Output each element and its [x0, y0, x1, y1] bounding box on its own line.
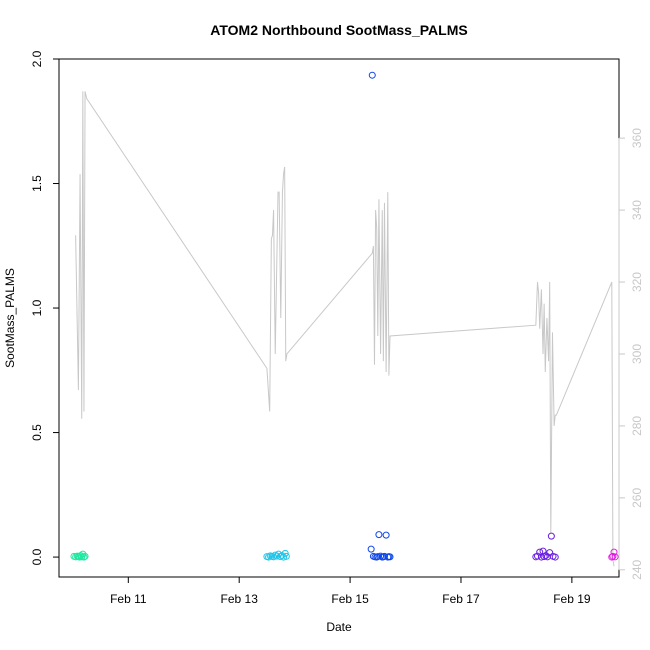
data-point: [281, 549, 289, 557]
data-point: [368, 71, 376, 79]
y-tick-label: 1.0: [30, 299, 44, 316]
data-point: [386, 553, 394, 561]
right-tick-label: 320: [630, 272, 644, 292]
y-axis: 0.0 0.5 1.0 1.5 2.0: [30, 50, 60, 565]
x-axis-label: Date: [326, 620, 352, 634]
data-point: [81, 552, 89, 560]
chart-title: ATOM2 Northbound SootMass_PALMS: [210, 22, 467, 38]
plot-frame: [58, 58, 620, 578]
x-axis: Feb 11 Feb 13 Feb 15 Feb 17 Feb 19: [110, 576, 591, 606]
right-axis: 240 260 280 300 320 340 360: [618, 128, 644, 580]
data-point: [611, 553, 619, 561]
data-point: [273, 552, 281, 560]
right-tick-label: 340: [630, 200, 644, 220]
data-point: [79, 550, 87, 558]
data-point: [280, 553, 288, 561]
data-point: [540, 553, 548, 561]
x-tick-label: Feb 11: [110, 592, 147, 606]
x-tick-label: Feb 17: [442, 592, 480, 606]
data-point: [271, 551, 279, 559]
data-point: [382, 531, 390, 539]
y-tick-label: 1.5: [30, 175, 44, 192]
data-point: [375, 531, 383, 539]
points-layer: [70, 71, 619, 561]
right-tick-label: 280: [630, 416, 644, 436]
data-point: [547, 532, 555, 540]
data-point: [80, 553, 88, 561]
right-tick-label: 260: [630, 488, 644, 508]
y-tick-label: 2.0: [30, 50, 44, 67]
data-point: [534, 552, 541, 560]
x-tick-label: Feb 15: [331, 592, 369, 606]
y-tick-label: 0.5: [30, 424, 44, 441]
right-tick-label: 300: [630, 344, 644, 364]
right-tick-label: 240: [630, 559, 644, 579]
data-point: [536, 548, 544, 556]
data-point: [551, 553, 559, 561]
right-tick-label: 360: [630, 128, 644, 148]
y-axis-label: SootMass_PALMS: [3, 268, 17, 368]
y-tick-label: 0.0: [30, 548, 44, 565]
data-point: [367, 545, 375, 553]
x-tick-label: Feb 19: [553, 592, 591, 606]
line-series: [75, 91, 615, 567]
data-point: [377, 552, 385, 560]
line-series-path: [75, 91, 615, 567]
data-point: [282, 552, 290, 560]
data-point: [265, 553, 273, 561]
data-point: [610, 548, 618, 556]
x-tick-label: Feb 13: [221, 592, 259, 606]
